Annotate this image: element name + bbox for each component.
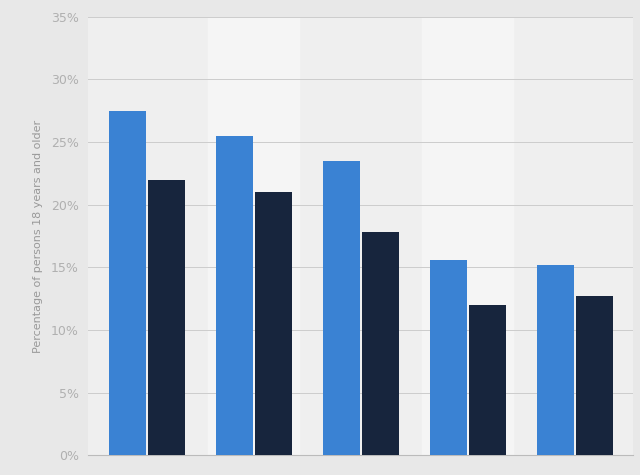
Bar bbox=[422, 17, 513, 456]
Bar bbox=[468, 305, 506, 456]
Bar bbox=[148, 180, 185, 456]
Bar bbox=[216, 136, 253, 456]
Bar bbox=[323, 161, 360, 456]
Bar bbox=[529, 17, 620, 456]
Bar bbox=[315, 17, 406, 456]
Bar bbox=[430, 260, 467, 456]
Bar bbox=[537, 265, 573, 456]
Bar bbox=[576, 296, 612, 456]
Bar bbox=[101, 17, 193, 456]
Bar bbox=[208, 17, 300, 456]
Bar bbox=[255, 192, 292, 456]
Bar bbox=[362, 232, 399, 456]
Bar bbox=[109, 111, 146, 456]
Y-axis label: Percentage of persons 18 years and older: Percentage of persons 18 years and older bbox=[33, 119, 42, 352]
